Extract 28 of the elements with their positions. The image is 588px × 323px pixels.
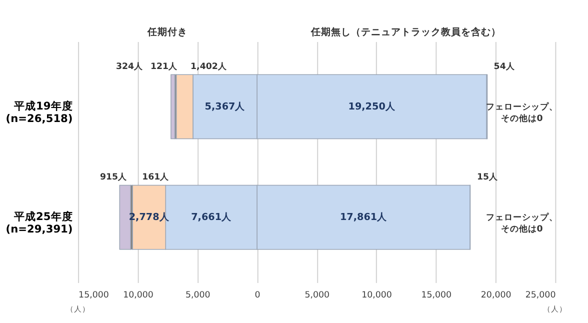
x-tick-label: 5,000	[304, 290, 330, 300]
x-tick-label: 5,000	[185, 290, 210, 300]
x-tick-label: 10,000	[123, 290, 154, 300]
data-label: 161人	[142, 172, 170, 183]
text: 任期付き	[146, 26, 188, 38]
data-label: 17,861人	[340, 211, 388, 224]
x-tick-label: 15,000	[421, 290, 452, 300]
x-tick-label: 20,000	[480, 290, 512, 300]
annotation: フェローシップ、その他は0	[486, 212, 558, 235]
data-label: 915人	[100, 172, 128, 183]
data-label: 54人	[494, 61, 516, 72]
x-tick-label: 25,000	[525, 290, 556, 300]
x-tick-label: 0	[254, 290, 260, 300]
data-label: 19,250人	[348, 100, 396, 113]
x-tick-label: 10,000	[362, 290, 392, 300]
data-label: 7,661人	[191, 211, 233, 224]
text: 任期無し（テニュアトラック教員を含む）	[310, 26, 502, 38]
x-tick-label: 15,000	[78, 290, 109, 300]
y-tick-label: 平成25年度 (n=29,391)	[6, 210, 73, 236]
data-label: 15人	[476, 172, 500, 183]
data-label: 121人	[150, 61, 179, 72]
data-label: 1,402人	[190, 61, 228, 72]
y-tick-label: 平成19年度 (n=26,518)	[6, 100, 73, 126]
data-label: 5,367人	[204, 100, 246, 113]
data-label: 324人	[116, 61, 144, 72]
text: （人）	[543, 304, 568, 314]
annotation: フェローシップ、その他は0	[486, 102, 558, 124]
x-axis-title: （人）	[66, 304, 90, 314]
